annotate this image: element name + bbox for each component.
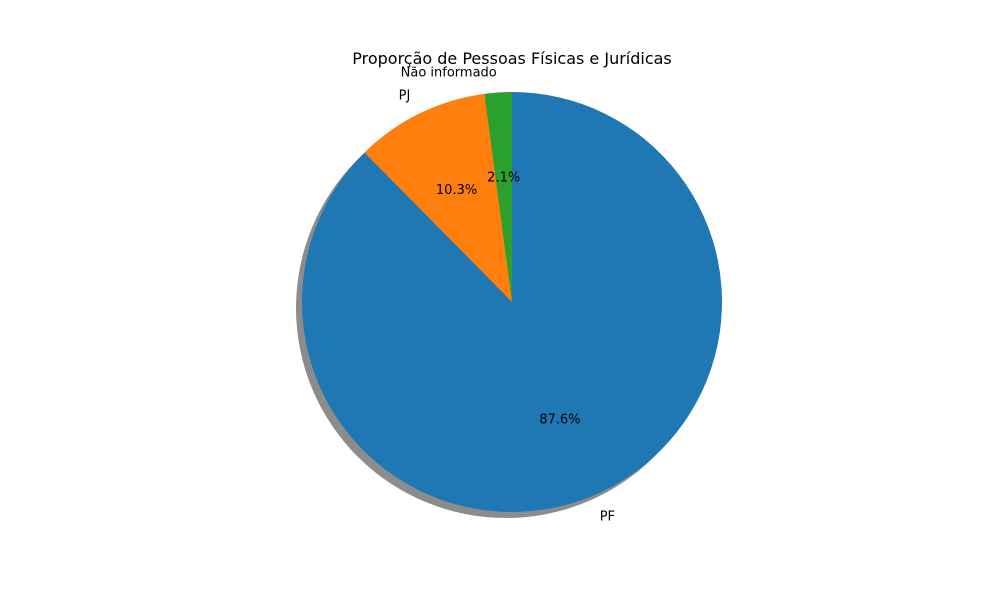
chart-title: Proporção de Pessoas Físicas e Jurídicas (352, 49, 672, 68)
pie-slices (302, 92, 723, 512)
pie-slice-nao-informado (484, 92, 512, 302)
slice-label-nao-informado: Não informado (401, 66, 497, 81)
pie-slice-pj (364, 93, 512, 302)
slice-percent-pj: 10.3% (436, 183, 477, 198)
pie-slice-pf (302, 92, 723, 512)
slice-label-pf: PF (600, 510, 615, 525)
slice-percent-pf: 87.6% (539, 413, 580, 428)
pie-labels: Não informado 2.1% PJ 10.3% PF 87.6% (399, 66, 615, 525)
slice-label-pj: PJ (399, 89, 411, 104)
slice-percent-nao-informado: 2.1% (487, 170, 520, 185)
